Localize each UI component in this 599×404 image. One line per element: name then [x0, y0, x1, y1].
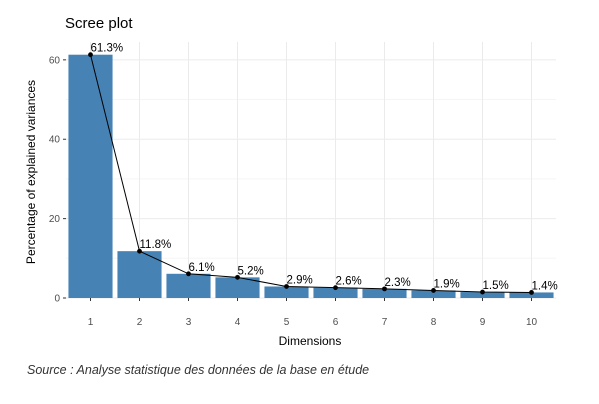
data-label-7: 2.3% [385, 277, 411, 289]
trend-point-3 [186, 271, 191, 277]
y-tick-label: 40 [49, 135, 61, 146]
x-tick-label: 10 [526, 317, 538, 328]
y-tick-label: 0 [54, 294, 60, 305]
x-tick-label: 2 [137, 317, 143, 328]
scree-plot-chart: Scree plot 61.3% 11.8% 6.1% 5.2% 2.9% 2.6% 2.3… [24, 15, 558, 348]
x-tick-label: 5 [284, 317, 290, 328]
x-axis-ticks: 1 2 3 4 5 6 7 8 9 10 [88, 298, 538, 328]
bar-dimension-9 [460, 292, 505, 298]
x-tick-label: 4 [235, 317, 241, 328]
data-label-3: 6.1% [189, 262, 215, 274]
data-label-1: 61.3% [91, 43, 124, 55]
x-tick-label: 8 [431, 317, 437, 328]
x-tick-label: 3 [186, 317, 192, 328]
data-labels: 61.3% 11.8% 6.1% 5.2% 2.9% 2.6% 2.3% 1.9% 1.5% 1.… [91, 43, 558, 293]
data-label-4: 5.2% [238, 265, 264, 277]
data-label-6: 2.6% [336, 276, 362, 288]
data-label-8: 1.9% [434, 278, 460, 290]
data-label-2: 11.8% [140, 239, 172, 251]
trend-point-10 [529, 290, 534, 295]
bars [68, 54, 554, 298]
bar-dimension-2 [117, 251, 162, 298]
y-tick-label: 60 [49, 55, 61, 66]
trend-point-8 [431, 288, 436, 293]
x-tick-label: 7 [382, 317, 388, 328]
y-tick-label: 20 [49, 214, 61, 225]
trend-point-1 [88, 52, 93, 58]
source-note: Source : Analyse statistique des données… [27, 363, 370, 377]
x-tick-label: 6 [333, 317, 339, 328]
trend-point-5 [284, 284, 289, 289]
x-tick-label: 1 [88, 317, 94, 328]
bar-dimension-6 [313, 287, 358, 298]
x-tick-label: 9 [480, 317, 486, 328]
y-axis-ticks: 0 20 40 60 [49, 55, 66, 305]
data-label-10: 1.4% [532, 280, 558, 292]
data-label-9: 1.5% [483, 280, 509, 292]
bar-dimension-1 [68, 54, 113, 298]
trend-point-4 [235, 274, 240, 280]
chart-title: Scree plot [65, 15, 133, 32]
bar-dimension-8 [411, 290, 456, 298]
y-axis-title: Percentage of explained variances [24, 80, 38, 264]
trend-point-6 [333, 285, 338, 291]
bar-dimension-10 [509, 292, 554, 298]
trend-point-9 [480, 289, 485, 295]
trend-polyline [90, 54, 532, 293]
trend-point-7 [382, 286, 387, 292]
bar-dimension-5 [264, 286, 309, 298]
grid-lines [66, 42, 556, 299]
data-label-5: 2.9% [287, 274, 313, 286]
trend-line [88, 52, 534, 295]
bar-dimension-4 [215, 277, 260, 298]
bar-dimension-7 [362, 288, 407, 298]
trend-point-2 [137, 248, 142, 254]
x-axis-title: Dimensions [279, 334, 342, 348]
bar-dimension-3 [166, 273, 211, 298]
